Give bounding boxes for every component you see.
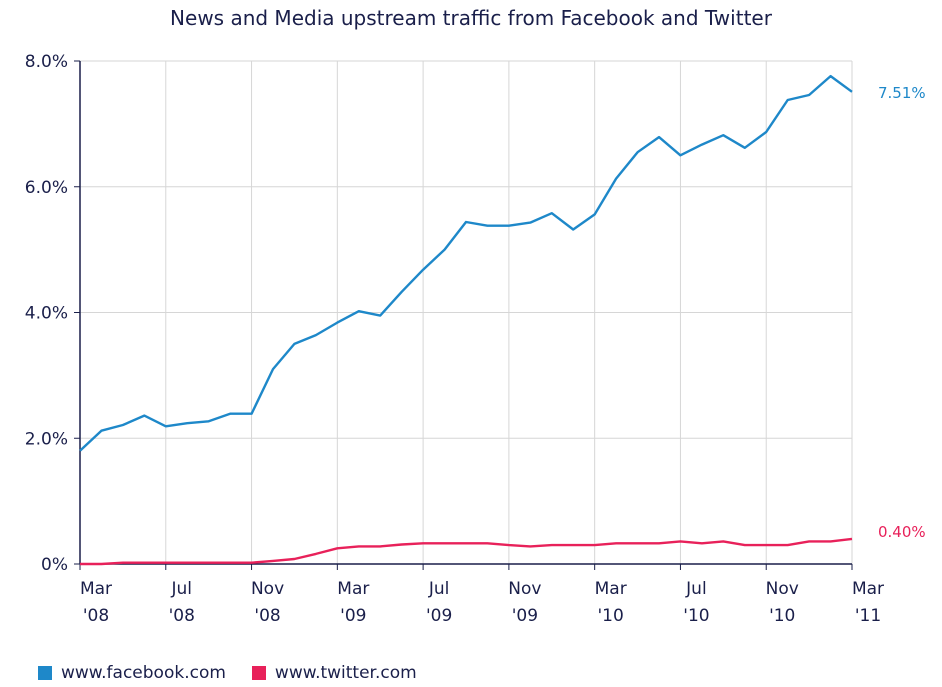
grid: [79, 60, 853, 565]
x-tick-label-year: '08: [254, 606, 280, 626]
x-tick-label-month: Mar: [337, 579, 369, 599]
legend-label-facebook: www.facebook.com: [61, 663, 226, 683]
end-label-facebook: 7.51%: [878, 84, 926, 102]
y-tick-label: 2.0%: [25, 429, 68, 449]
series-lines: [79, 74, 853, 566]
legend-item-facebook[interactable]: www.facebook.com: [38, 663, 226, 683]
x-tick-label-year: '08: [169, 606, 195, 626]
x-tick-label-month: Jul: [685, 579, 707, 599]
series-line-twitter: [80, 537, 853, 566]
legend-swatch-twitter: [251, 666, 266, 680]
x-tick-label-month: Nov: [251, 579, 284, 599]
x-tick-label-year: '10: [598, 606, 624, 626]
x-tick-label-month: Mar: [595, 579, 627, 599]
y-tick-label: 4.0%: [25, 304, 68, 324]
x-tick-label-year: '09: [512, 606, 538, 626]
y-tick-label: 8.0%: [25, 52, 68, 72]
x-tick-label-month: Nov: [766, 579, 799, 599]
x-tick-label-month: Jul: [171, 579, 193, 599]
axes: [74, 60, 853, 570]
x-tick-label-year: '08: [83, 606, 109, 626]
x-tick-label-month: Mar: [852, 579, 884, 599]
x-tick-label-year: '09: [426, 606, 452, 626]
x-tick-label-year: '09: [340, 606, 366, 626]
legend: www.facebook.com www.twitter.com: [38, 663, 443, 683]
x-tick-label-year: '10: [769, 606, 795, 626]
legend-label-twitter: www.twitter.com: [274, 663, 417, 683]
x-tick-label-year: '10: [683, 606, 709, 626]
y-tick-label: 6.0%: [25, 178, 68, 198]
x-tick-label-year: '11: [855, 606, 881, 626]
legend-item-twitter[interactable]: www.twitter.com: [251, 663, 417, 683]
end-label-twitter: 0.40%: [878, 523, 926, 541]
x-tick-label-month: Nov: [508, 579, 541, 599]
legend-swatch-facebook: [38, 666, 52, 680]
x-tick-label-month: Jul: [428, 579, 450, 599]
tick-labels: 0% 2.0% 4.0% 6.0% 8.0% Mar '08 Jul '08 Nov '08 Mar '…: [25, 52, 926, 626]
x-tick-label-month: Mar: [80, 579, 112, 599]
series-line-facebook: [79, 74, 853, 452]
y-tick-label: 0%: [41, 555, 68, 575]
chart-title: News and Media upstream traffic from Fac…: [170, 6, 772, 30]
